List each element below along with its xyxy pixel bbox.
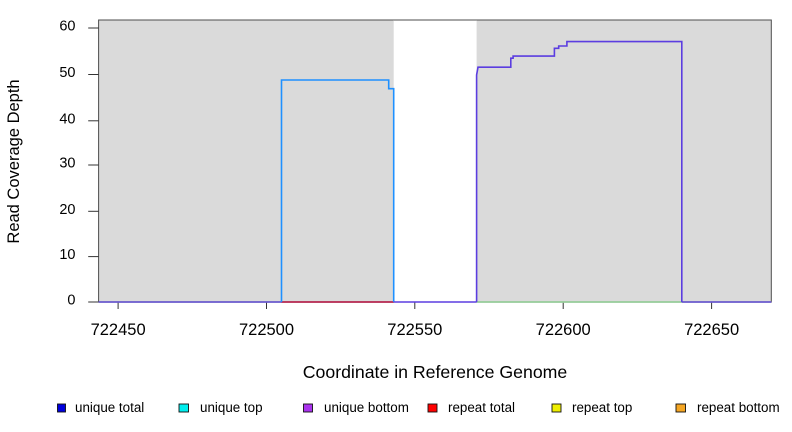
svg-text:0: 0 <box>67 293 75 309</box>
svg-text:722600: 722600 <box>536 321 591 339</box>
svg-text:repeat bottom: repeat bottom <box>697 400 780 415</box>
svg-text:repeat total: repeat total <box>448 400 515 415</box>
svg-text:unique total: unique total <box>75 400 144 415</box>
svg-text:30: 30 <box>59 156 75 172</box>
svg-text:722500: 722500 <box>239 321 294 339</box>
svg-text:20: 20 <box>59 202 75 218</box>
svg-text:10: 10 <box>59 247 75 263</box>
svg-text:722650: 722650 <box>684 321 739 339</box>
svg-text:60: 60 <box>59 19 75 35</box>
svg-text:40: 40 <box>59 111 75 127</box>
svg-text:722550: 722550 <box>387 321 442 339</box>
svg-text:50: 50 <box>59 65 75 81</box>
svg-text:repeat top: repeat top <box>572 400 632 415</box>
svg-text:722450: 722450 <box>91 321 146 339</box>
svg-text:unique top: unique top <box>200 400 263 415</box>
svg-text:unique bottom: unique bottom <box>324 400 409 415</box>
svg-text:Read Coverage Depth: Read Coverage Depth <box>5 79 23 243</box>
svg-text:Coordinate in Reference Genome: Coordinate in Reference Genome <box>303 362 568 382</box>
